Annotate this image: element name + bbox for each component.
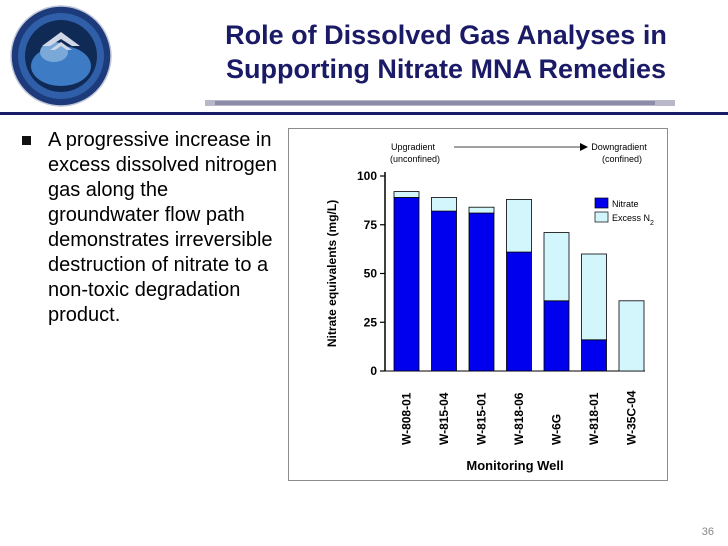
chart-svg: 0 25 50 75 100 Nitrate equivalents (mg/L) W-80… (325, 142, 654, 473)
square-bullet-icon (22, 136, 31, 145)
x-tick-label: W-815-01 (475, 392, 489, 445)
bar-excess-n2 (581, 253, 607, 341)
y-tick-label: 50 (364, 267, 378, 281)
x-tick-label: W-35C-04 (625, 390, 639, 445)
x-tick-label: W-818-06 (512, 392, 526, 445)
legend-swatch-nitrate (594, 197, 609, 209)
slide-title-line-2: Supporting Nitrate MNA Remedies (225, 54, 667, 84)
y-tick-label: 75 (364, 218, 378, 232)
y-tick-label: 0 (370, 364, 377, 378)
conference-banner-graphic (205, 100, 675, 106)
upgradient-label: Upgradient (391, 142, 436, 152)
slide-title-line-1: Role of Dissolved Gas Analyses in (225, 20, 667, 50)
bar-excess-n2 (393, 191, 420, 198)
legend-label-excess-n2: Excess N2 (612, 213, 654, 227)
conference-seal-logo (2, 2, 120, 114)
page-number: 36 (701, 526, 714, 538)
legend-subscript: 2 (650, 220, 654, 227)
legend-label-nitrate: Nitrate (612, 199, 639, 209)
bar-nitrate (581, 339, 607, 372)
downgradient-label: Downgradient (591, 142, 647, 152)
x-tick-label: W-6G (550, 414, 564, 445)
y-axis-label: Nitrate equivalents (mg/L) (325, 200, 339, 347)
y-tick-label: 25 (364, 315, 378, 329)
bar-excess-n2 (468, 206, 495, 214)
bar-nitrate (431, 210, 457, 372)
x-tick-label: W-808-01 (400, 392, 414, 445)
upgradient-sublabel: (unconfined) (390, 154, 440, 164)
bar-excess-n2 (543, 232, 570, 302)
x-tick-label: W-818-01 (587, 392, 601, 445)
title-divider (0, 112, 728, 115)
y-tick-label: 100 (357, 169, 377, 183)
bar-excess-n2 (618, 300, 645, 372)
downgradient-sublabel: (confined) (602, 154, 642, 164)
bullet-text: A progressive increase in excess dissolv… (48, 129, 278, 326)
legend-swatch-excess-n2 (594, 211, 609, 223)
bar-nitrate (506, 251, 532, 372)
bar-nitrate (393, 197, 420, 372)
x-tick-label: W-815-04 (437, 392, 451, 445)
x-axis-label: Monitoring Well (466, 458, 563, 473)
bar-excess-n2 (431, 197, 457, 212)
bar-nitrate (468, 212, 495, 372)
bar-nitrate (543, 300, 570, 372)
bar-excess-n2 (506, 199, 532, 253)
slide-title: Role of Dissolved Gas Analyses in Suppor… (170, 18, 722, 86)
nitrate-chart: 0 25 50 75 100 Nitrate equivalents (mg/L) W-80… (288, 128, 668, 481)
flow-arrowhead-icon (580, 143, 588, 151)
